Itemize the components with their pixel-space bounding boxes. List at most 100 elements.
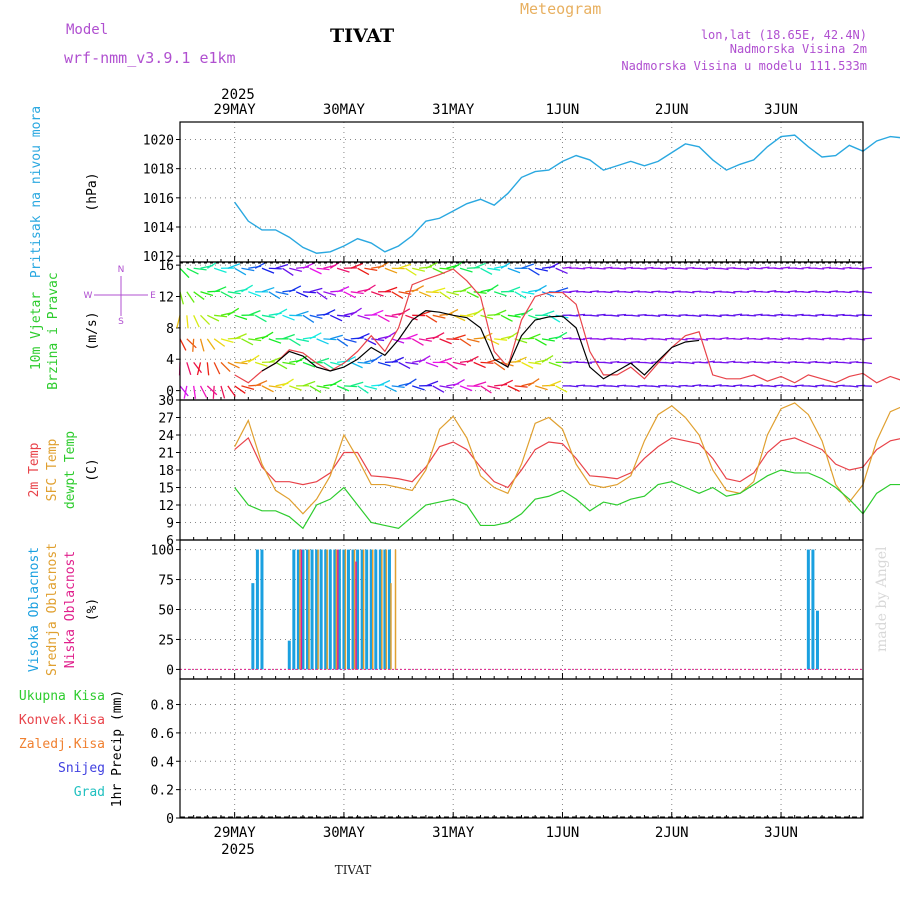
cloud-bar (292, 549, 296, 670)
wind-arrow (350, 307, 362, 316)
wind-arrow (439, 338, 452, 345)
wind-arrow (295, 291, 309, 298)
wind-arrow (576, 313, 586, 316)
y-tick-label: 1020 (143, 134, 174, 149)
cloud-bar (355, 561, 357, 670)
cloud-bar (333, 549, 337, 670)
wind-arrow (227, 361, 240, 369)
cloud-bar (806, 549, 810, 670)
wind-arrow (466, 266, 480, 269)
wind-arrow (678, 338, 688, 341)
wind-arrow (357, 314, 371, 320)
day-label-bottom: 2JUN (655, 825, 689, 841)
wind-arrow (603, 337, 613, 340)
compass-n: N (118, 265, 125, 275)
y-tick-label: 50 (158, 604, 174, 619)
wind-arrow (534, 338, 547, 346)
wind-arrow (268, 267, 282, 270)
wind-arrow (644, 266, 654, 269)
wind-arrow (685, 291, 695, 294)
wind-arrow (432, 332, 445, 340)
wind-arrow (459, 338, 472, 347)
y-tick-label: 15 (158, 482, 174, 497)
cloud-bar (356, 549, 360, 670)
wind-arrow (493, 291, 507, 297)
wind-arrow (521, 361, 534, 369)
wind-arrow (671, 314, 681, 318)
wind-arrow (801, 361, 811, 364)
wind-arrow (282, 378, 294, 387)
wind-arrow (186, 338, 197, 349)
wind-arrow (234, 361, 248, 365)
wind-arrow (862, 361, 873, 365)
wind-arrow (302, 314, 315, 323)
wind-arrow (446, 361, 458, 370)
wind-arrow (453, 361, 467, 366)
wind-arrow (712, 314, 722, 318)
precip-legend-item: Zaledj.Kisa (19, 737, 105, 752)
wind-arrow (214, 314, 228, 318)
panel-frame (179, 121, 864, 263)
wind-arrow (206, 385, 218, 396)
wind-arrow (828, 385, 838, 388)
wind-arrow (261, 385, 274, 393)
cloud-bar (344, 549, 347, 670)
wind-arrow (548, 361, 562, 368)
y-tick-label: 21 (158, 447, 174, 462)
wind-arrow (207, 290, 221, 293)
wind-arrow (275, 308, 288, 316)
wind-arrow (227, 263, 241, 269)
wind-arrow (685, 361, 695, 365)
wind-arrow (179, 338, 187, 351)
cloud-bar (260, 549, 264, 670)
wind-arrow (664, 291, 674, 294)
wind-arrow (213, 267, 227, 274)
y-tick-label: 1018 (143, 163, 174, 178)
wind-arrow (493, 309, 507, 316)
day-label-bottom: 31MAY (432, 825, 475, 841)
wind-arrow (746, 385, 756, 388)
y-axis-label: (%) (85, 598, 100, 621)
wind-arrow (337, 360, 351, 364)
wind-arrow (480, 267, 493, 275)
wind-arrow (398, 361, 411, 370)
compass-w: W (84, 291, 93, 301)
wind-arrow (227, 337, 241, 340)
cloud-bar (815, 610, 819, 670)
wind-arrow (446, 291, 460, 296)
cloud-bar (351, 549, 355, 670)
wind-arrow (555, 331, 568, 340)
wind-arrow (193, 291, 205, 300)
cloud-bar (360, 549, 364, 670)
wind-arrow (760, 361, 770, 364)
wind-arrow (296, 266, 310, 269)
station-title: TIVAT (330, 25, 394, 47)
wind-gust-line (234, 268, 900, 384)
wind-arrow (535, 267, 549, 272)
y-tick-label: 1014 (143, 221, 174, 236)
wind-arrow (337, 314, 351, 318)
wind-arrow (186, 315, 189, 329)
wind-arrow (528, 333, 541, 340)
wind-arrow (821, 361, 832, 364)
day-label-bottom: 29MAY (214, 825, 257, 841)
wind-arrow (500, 314, 513, 322)
cloud-bar (337, 549, 339, 670)
wind-arrow (323, 338, 337, 341)
panel-frame (179, 678, 864, 819)
wind-arrow (179, 385, 189, 397)
wind-arrow (350, 262, 364, 269)
wind-arrow (617, 338, 627, 341)
wind-arrow (527, 378, 540, 387)
wind-arrow (787, 314, 797, 317)
wind-arrow (248, 310, 261, 316)
wind-arrow (227, 307, 240, 316)
wind-arrow (268, 291, 281, 300)
wind-arrow (357, 332, 370, 340)
wind-arrow (473, 262, 486, 269)
wind-arrow (821, 266, 832, 269)
wind-arrow (562, 337, 572, 340)
y-tick-label: 6 (166, 534, 174, 549)
wind-arrow (610, 290, 620, 293)
wind-arrow (596, 338, 606, 341)
